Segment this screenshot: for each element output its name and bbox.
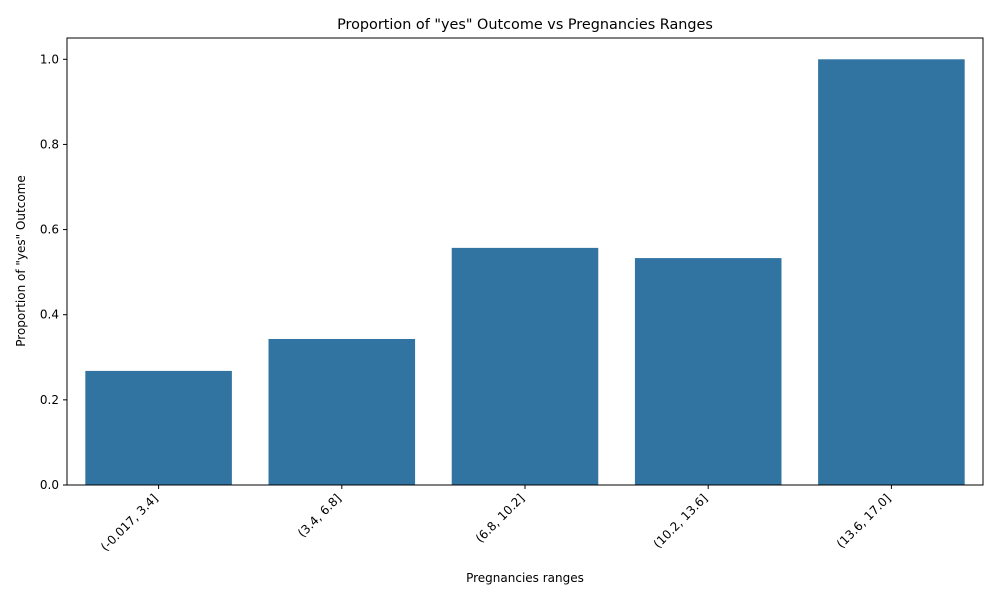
bar-3 xyxy=(634,258,782,485)
y-tick-label-0: 0.0 xyxy=(40,478,59,492)
x-tick-label-1: (3.4, 6.8] xyxy=(295,491,344,540)
y-axis-label: Proportion of "yes" Outcome xyxy=(14,175,28,346)
bars-layer xyxy=(85,59,965,485)
y-tick-label-5: 1.0 xyxy=(40,52,59,66)
x-axis-ticks: (-0.017, 3.4] (3.4, 6.8] (6.8, 10.2] (10.2,… xyxy=(98,485,894,554)
bar-1 xyxy=(268,338,416,485)
bar-0 xyxy=(85,370,232,485)
bar-2 xyxy=(451,247,599,485)
y-tick-label-1: 0.2 xyxy=(40,393,59,407)
x-tick-label-0: (-0.017, 3.4] xyxy=(98,491,161,554)
x-axis-label: Pregnancies ranges xyxy=(466,571,584,585)
y-tick-label-2: 0.4 xyxy=(40,308,59,322)
y-tick-label-3: 0.6 xyxy=(40,223,59,237)
x-tick-label-3: (10.2, 13.6] xyxy=(651,491,711,551)
x-tick-label-4: (13.6, 17.0] xyxy=(834,491,894,551)
y-axis-ticks: 0.0 0.2 0.4 0.6 0.8 1.0 xyxy=(40,52,67,492)
x-tick-label-2: (6.8, 10.2] xyxy=(473,491,527,545)
bar-4 xyxy=(818,59,965,485)
plot-frame xyxy=(66,37,984,486)
chart-title: Proportion of "yes" Outcome vs Pregnanci… xyxy=(337,17,713,33)
y-tick-label-4: 0.8 xyxy=(40,137,59,151)
